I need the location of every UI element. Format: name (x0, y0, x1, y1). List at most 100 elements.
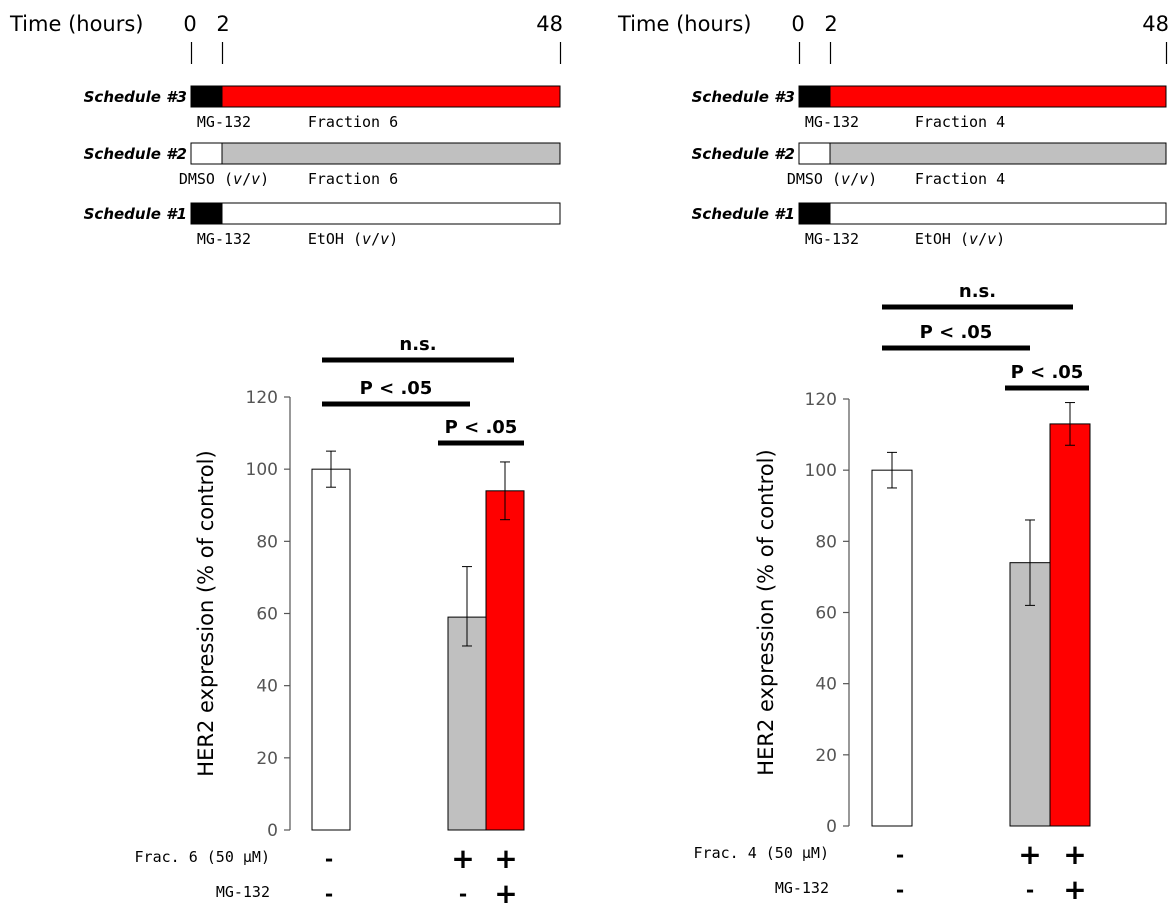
plus-mark: + (494, 877, 517, 907)
treatment-row: MG-132 - - + (216, 877, 518, 907)
schedule-treatment-label: Fraction 6 (308, 170, 398, 188)
minus-mark: - (459, 882, 467, 906)
schedule-pretreatment-label: MG-132 (197, 113, 251, 131)
schedule-pretreatment-bar (798, 85, 831, 108)
bar-1 (871, 469, 913, 827)
schedule-label: Schedule #1 (692, 205, 795, 223)
schedule-timeline: Time (hours) 0 2 48 Schedule #3 MG-132 Fractio… (617, 12, 1169, 248)
y-tick-label: 20 (815, 746, 837, 766)
significance-bracket: P < .05 (438, 417, 524, 446)
plus-mark: + (1063, 838, 1086, 871)
significance-bracket: P < .05 (882, 322, 1030, 351)
significance-label: P < .05 (360, 378, 433, 399)
y-tick-label: 100 (805, 461, 837, 481)
schedule-treatment-label: EtOH (v/v) (308, 230, 398, 248)
y-tick-label: 120 (246, 388, 278, 408)
treatment-label: MG-132 (775, 879, 829, 897)
bar-3 (1049, 423, 1091, 827)
y-tick-label: 60 (256, 605, 278, 625)
schedule-treatment-label: Fraction 6 (308, 113, 398, 131)
time-tick-label: 0 (791, 12, 804, 36)
y-tick-label: 40 (256, 677, 278, 697)
treatment-row: MG-132 - - + (775, 873, 1087, 906)
schedule-timeline: Time (hours) 0 2 48 Schedule #3 MG-132 Fractio… (9, 12, 563, 248)
plus-mark: + (451, 842, 474, 875)
time-tick-label: 48 (536, 12, 563, 36)
treatment-label: MG-132 (216, 883, 270, 901)
minus-mark: - (325, 847, 333, 871)
y-tick-label: 40 (815, 675, 837, 695)
bar-1 (311, 468, 351, 831)
schedule-treatment-label: Fraction 4 (915, 113, 1005, 131)
treatment-label: Frac. 4 (50 µM) (694, 844, 829, 862)
significance-bracket: P < .05 (322, 378, 470, 407)
significance-label: n.s. (959, 281, 996, 302)
schedule-treatment-bar (221, 202, 561, 225)
plus-mark: + (494, 842, 517, 875)
schedule-treatment-label: Fraction 4 (915, 170, 1005, 188)
schedule-pretreatment-bar (190, 202, 223, 225)
y-axis-label: HER2 expression (% of control) (194, 450, 218, 776)
bar-3 (485, 490, 525, 831)
minus-mark: - (896, 843, 904, 867)
significance-label: P < .05 (1011, 362, 1084, 383)
schedule-row: Schedule #1 MG-132 EtOH (v/v) (84, 202, 561, 248)
schedule-treatment-bar (829, 202, 1167, 225)
time-tick-label: 2 (824, 12, 837, 36)
schedule-pretreatment-bar (798, 142, 831, 165)
significance-label: P < .05 (445, 417, 518, 438)
schedule-pretreatment-bar (190, 142, 223, 165)
schedule-row: Schedule #3 MG-132 Fraction 4 (692, 85, 1167, 131)
minus-mark: - (896, 878, 904, 902)
treatment-label: Frac. 6 (50 µM) (135, 848, 270, 866)
schedule-pretreatment-label: MG-132 (805, 113, 859, 131)
schedule-row: Schedule #3 MG-132 Fraction 6 (84, 85, 561, 131)
time-axis-label: Time (hours) (9, 12, 144, 36)
schedule-label: Schedule #3 (84, 88, 187, 106)
treatment-row: Frac. 6 (50 µM) - + + (135, 842, 518, 875)
significance-label: n.s. (399, 334, 436, 355)
schedule-treatment-bar (829, 142, 1167, 165)
schedule-treatment-bar (221, 85, 561, 108)
y-tick-label: 20 (256, 749, 278, 769)
bar-chart: 0 20 40 60 80 100 120 HER2 expression (% of con… (135, 334, 525, 907)
time-axis-label: Time (hours) (617, 12, 752, 36)
significance-bracket: P < .05 (1005, 362, 1089, 391)
plus-mark: + (1018, 838, 1041, 871)
schedule-label: Schedule #2 (84, 145, 187, 163)
time-tick-label: 48 (1142, 12, 1169, 36)
schedule-treatment-bar (221, 142, 561, 165)
schedule-pretreatment-label: MG-132 (197, 230, 251, 248)
minus-mark: - (1026, 878, 1034, 902)
plus-mark: + (1063, 873, 1086, 906)
significance-bracket: n.s. (322, 334, 514, 363)
y-tick-label: 100 (246, 460, 278, 480)
schedule-pretreatment-bar (798, 202, 831, 225)
schedule-row: Schedule #2 DMSO (v/v) Fraction 4 (692, 142, 1167, 188)
y-tick-label: 120 (805, 390, 837, 410)
panel-1: Time (hours) 0 2 48 Schedule #3 MG-132 Fractio… (9, 12, 563, 907)
schedule-row: Schedule #1 MG-132 EtOH (v/v) (692, 202, 1167, 248)
schedule-pretreatment-label: DMSO (v/v) (787, 170, 877, 188)
y-tick-label: 0 (826, 817, 837, 837)
treatment-row: Frac. 4 (50 µM) - + + (694, 838, 1087, 871)
minus-mark: - (325, 882, 333, 906)
significance-label: P < .05 (920, 322, 993, 343)
schedule-pretreatment-bar (190, 85, 223, 108)
bar-2 (447, 616, 487, 831)
schedule-label: Schedule #3 (692, 88, 795, 106)
y-tick-label: 80 (815, 532, 837, 552)
y-tick-label: 80 (256, 532, 278, 552)
schedule-row: Schedule #2 DMSO (v/v) Fraction 6 (84, 142, 561, 188)
y-axis-label: HER2 expression (% of control) (754, 449, 778, 775)
schedule-pretreatment-label: DMSO (v/v) (179, 170, 269, 188)
bar-chart: 0 20 40 60 80 100 120 HER2 expression (% of con… (694, 281, 1091, 906)
time-tick-label: 0 (183, 12, 196, 36)
schedule-pretreatment-label: MG-132 (805, 230, 859, 248)
schedule-label: Schedule #2 (692, 145, 795, 163)
significance-bracket: n.s. (882, 281, 1073, 310)
schedule-label: Schedule #1 (84, 205, 187, 223)
time-tick-label: 2 (216, 12, 229, 36)
